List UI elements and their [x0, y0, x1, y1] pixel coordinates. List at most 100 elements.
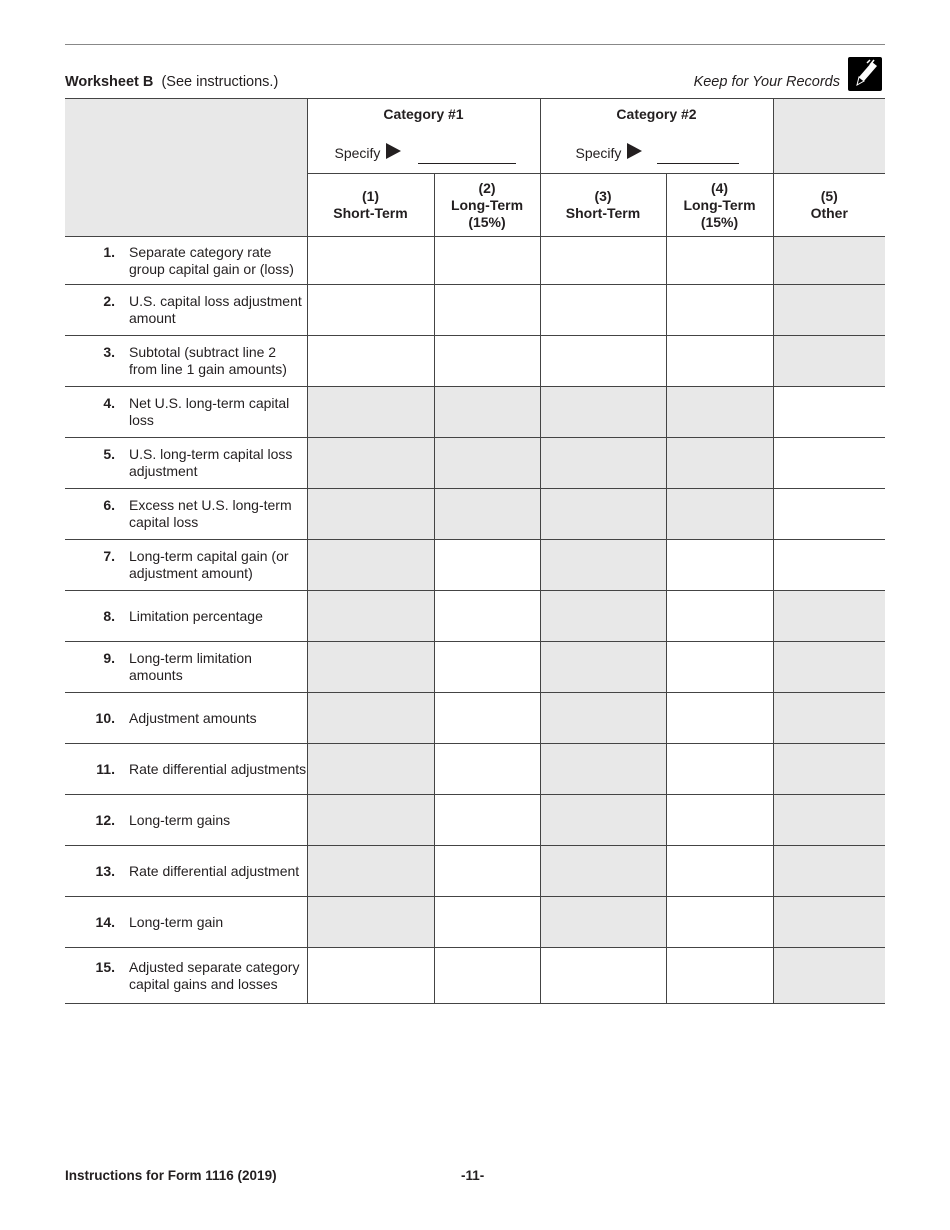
entry-cell-col3 [539, 794, 667, 846]
line-number: 7. [103, 548, 115, 564]
row-label: 14. Long-term gain [65, 896, 308, 948]
entry-cell-col3[interactable] [539, 335, 667, 387]
entry-cell-col4[interactable] [665, 284, 774, 336]
entry-cell-col5[interactable] [772, 488, 885, 540]
category-2-header: Category #2 Specify [539, 98, 774, 174]
line-number: 6. [103, 497, 115, 513]
entry-cell-col4[interactable] [665, 743, 774, 795]
table-row: 7. Long-term capital gain (or adjustment … [65, 539, 885, 591]
entry-cell-col4[interactable] [665, 794, 774, 846]
row-label: 13. Rate differential adjustment [65, 845, 308, 897]
table-row: 6. Excess net U.S. long-term capital loss [65, 488, 885, 540]
line-description: Adjustment amounts [129, 709, 257, 726]
table-row: 9. Long-term limitation amounts [65, 641, 885, 693]
column-header-1: (1) Short-Term [306, 173, 435, 237]
entry-cell-col2[interactable] [433, 896, 541, 948]
line-number: 14. [95, 913, 115, 930]
table-row: 12. Long-term gains [65, 794, 885, 846]
entry-cell-col2[interactable] [433, 236, 541, 285]
arrow-right-icon [386, 143, 402, 159]
entry-cell-col2[interactable] [433, 692, 541, 744]
entry-cell-col4[interactable] [665, 845, 774, 897]
row-label: 4. Net U.S. long-term capital loss [65, 386, 308, 438]
table-row: 2. U.S. capital loss adjustment amount [65, 284, 885, 336]
entry-cell-col5[interactable] [772, 437, 885, 489]
line-description: Subtotal (subtract line 2 from line 1 ga… [129, 344, 287, 377]
table-row: 1. Separate category rate group capital g… [65, 236, 885, 285]
entry-cell-col1 [306, 641, 435, 693]
entry-cell-col1[interactable] [306, 236, 435, 285]
row-label: 2. U.S. capital loss adjustment amount [65, 284, 308, 336]
keep-for-records: Keep for Your Records [693, 74, 840, 90]
entry-cell-col3 [539, 437, 667, 489]
entry-cell-col4[interactable] [665, 641, 774, 693]
entry-cell-col3[interactable] [539, 236, 667, 285]
entry-cell-col4 [665, 488, 774, 540]
entry-cell-col2[interactable] [433, 590, 541, 642]
footer-form-name: Instructions for Form 1116 (2019) [65, 1168, 277, 1183]
entry-cell-col4[interactable] [665, 896, 774, 948]
entry-cell-col5[interactable] [772, 386, 885, 438]
table-row: 3. Subtotal (subtract line 2 from line 1 … [65, 335, 885, 387]
entry-cell-col1 [306, 386, 435, 438]
entry-cell-col2 [433, 437, 541, 489]
header-blank [65, 98, 308, 237]
entry-cell-col2[interactable] [433, 743, 541, 795]
top-rule [65, 44, 885, 45]
entry-cell-col1 [306, 692, 435, 744]
entry-cell-col5 [772, 743, 885, 795]
entry-cell-col4[interactable] [665, 236, 774, 285]
entry-cell-col2[interactable] [433, 539, 541, 591]
entry-cell-col2[interactable] [433, 335, 541, 387]
row-label: 11. Rate differential adjustments [65, 743, 308, 795]
table-row: 11. Rate differential adjustments [65, 743, 885, 795]
entry-cell-col4[interactable] [665, 692, 774, 744]
entry-cell-col2[interactable] [433, 794, 541, 846]
entry-cell-col5 [772, 794, 885, 846]
entry-cell-col2[interactable] [433, 284, 541, 336]
category-1-specify-field[interactable] [417, 163, 516, 164]
line-description: Long-term gains [129, 811, 231, 828]
table-row: 5. U.S. long-term capital loss adjustment [65, 437, 885, 489]
header-blank-col5 [772, 98, 885, 174]
entry-cell-col5 [772, 947, 885, 1004]
entry-cell-col5[interactable] [772, 539, 885, 591]
entry-cell-col4[interactable] [665, 335, 774, 387]
entry-cell-col1[interactable] [306, 947, 435, 1004]
entry-cell-col2[interactable] [433, 641, 541, 693]
row-label: 6. Excess net U.S. long-term capital loss [65, 488, 308, 540]
row-label: 5. U.S. long-term capital loss adjustment [65, 437, 308, 489]
line-description: Long-term gain [129, 913, 224, 930]
line-description: Net U.S. long-term capital loss [129, 395, 290, 428]
table-row: 4. Net U.S. long-term capital loss [65, 386, 885, 438]
column-header-4: (4) Long-Term (15%) [665, 173, 774, 237]
entry-cell-col4 [665, 386, 774, 438]
line-description: Rate differential adjustments [129, 760, 307, 777]
entry-cell-col2[interactable] [433, 845, 541, 897]
column-header-5: (5) Other [772, 173, 885, 237]
line-description: Rate differential adjustment [129, 862, 300, 879]
entry-cell-col1 [306, 794, 435, 846]
entry-cell-col2[interactable] [433, 947, 541, 1004]
row-label: 12. Long-term gains [65, 794, 308, 846]
line-description: U.S. long-term capital loss adjustment [129, 446, 293, 479]
entry-cell-col4[interactable] [665, 539, 774, 591]
specify-label: Specify [576, 143, 643, 161]
entry-cell-col3[interactable] [539, 284, 667, 336]
entry-cell-col1[interactable] [306, 335, 435, 387]
entry-cell-col3 [539, 386, 667, 438]
entry-cell-col4[interactable] [665, 590, 774, 642]
table-row: 15. Adjusted separate category capital ga… [65, 947, 885, 1004]
entry-cell-col3 [539, 692, 667, 744]
category-2-specify-field[interactable] [656, 163, 739, 164]
entry-cell-col1[interactable] [306, 284, 435, 336]
line-number: 4. [103, 395, 115, 411]
entry-cell-col4[interactable] [665, 947, 774, 1004]
row-label: 3. Subtotal (subtract line 2 from line 1 … [65, 335, 308, 387]
entry-cell-col3 [539, 590, 667, 642]
row-label: 9. Long-term limitation amounts [65, 641, 308, 693]
entry-cell-col3[interactable] [539, 947, 667, 1004]
line-number: 3. [103, 344, 115, 360]
line-number: 1. [103, 243, 115, 260]
